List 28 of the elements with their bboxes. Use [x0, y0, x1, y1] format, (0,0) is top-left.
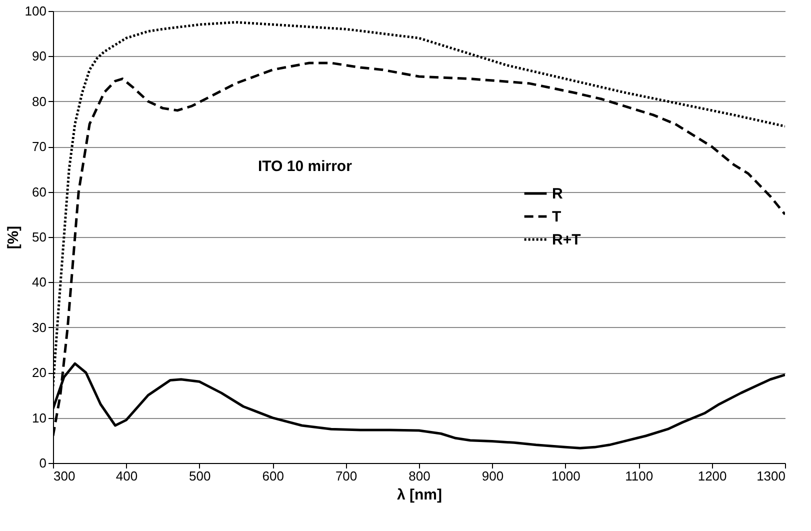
legend-label: T	[552, 208, 562, 226]
y-tick-label: 90	[32, 48, 46, 64]
y-tick-label: 80	[32, 94, 46, 109]
y-tick-label: 40	[32, 274, 46, 290]
y-tick-label: 50	[32, 230, 46, 244]
legend-label: R+T	[552, 232, 581, 248]
y-tick-label: 100	[24, 4, 46, 18]
x-tick-label: 1300	[756, 468, 786, 484]
y-tick-label: 0	[39, 456, 46, 470]
y-tick-label: 70	[32, 139, 46, 154]
x-tick-label: 300	[54, 468, 76, 484]
legend-label: R	[552, 186, 563, 202]
y-tick-label: 60	[32, 184, 46, 200]
x-tick-label: 400	[116, 468, 138, 484]
x-axis-title: λ [nm]	[397, 486, 442, 504]
y-tick-label: 20	[32, 365, 46, 380]
y-axis-title: [%]	[4, 226, 22, 250]
y-tick-label: 30	[32, 320, 46, 335]
x-tick-label: 600	[262, 468, 284, 484]
x-tick-label: 900	[482, 468, 504, 484]
x-tick-label: 800	[408, 468, 430, 484]
y-tick-label: 10	[32, 410, 46, 426]
annotation: ITO 10 mirror	[258, 158, 352, 175]
x-tick-label: 1200	[698, 468, 727, 484]
x-tick-label: 500	[189, 468, 211, 484]
x-tick-label: 1100	[625, 468, 654, 484]
x-tick-label: 1000	[551, 468, 580, 484]
x-tick-label: 700	[335, 468, 358, 484]
